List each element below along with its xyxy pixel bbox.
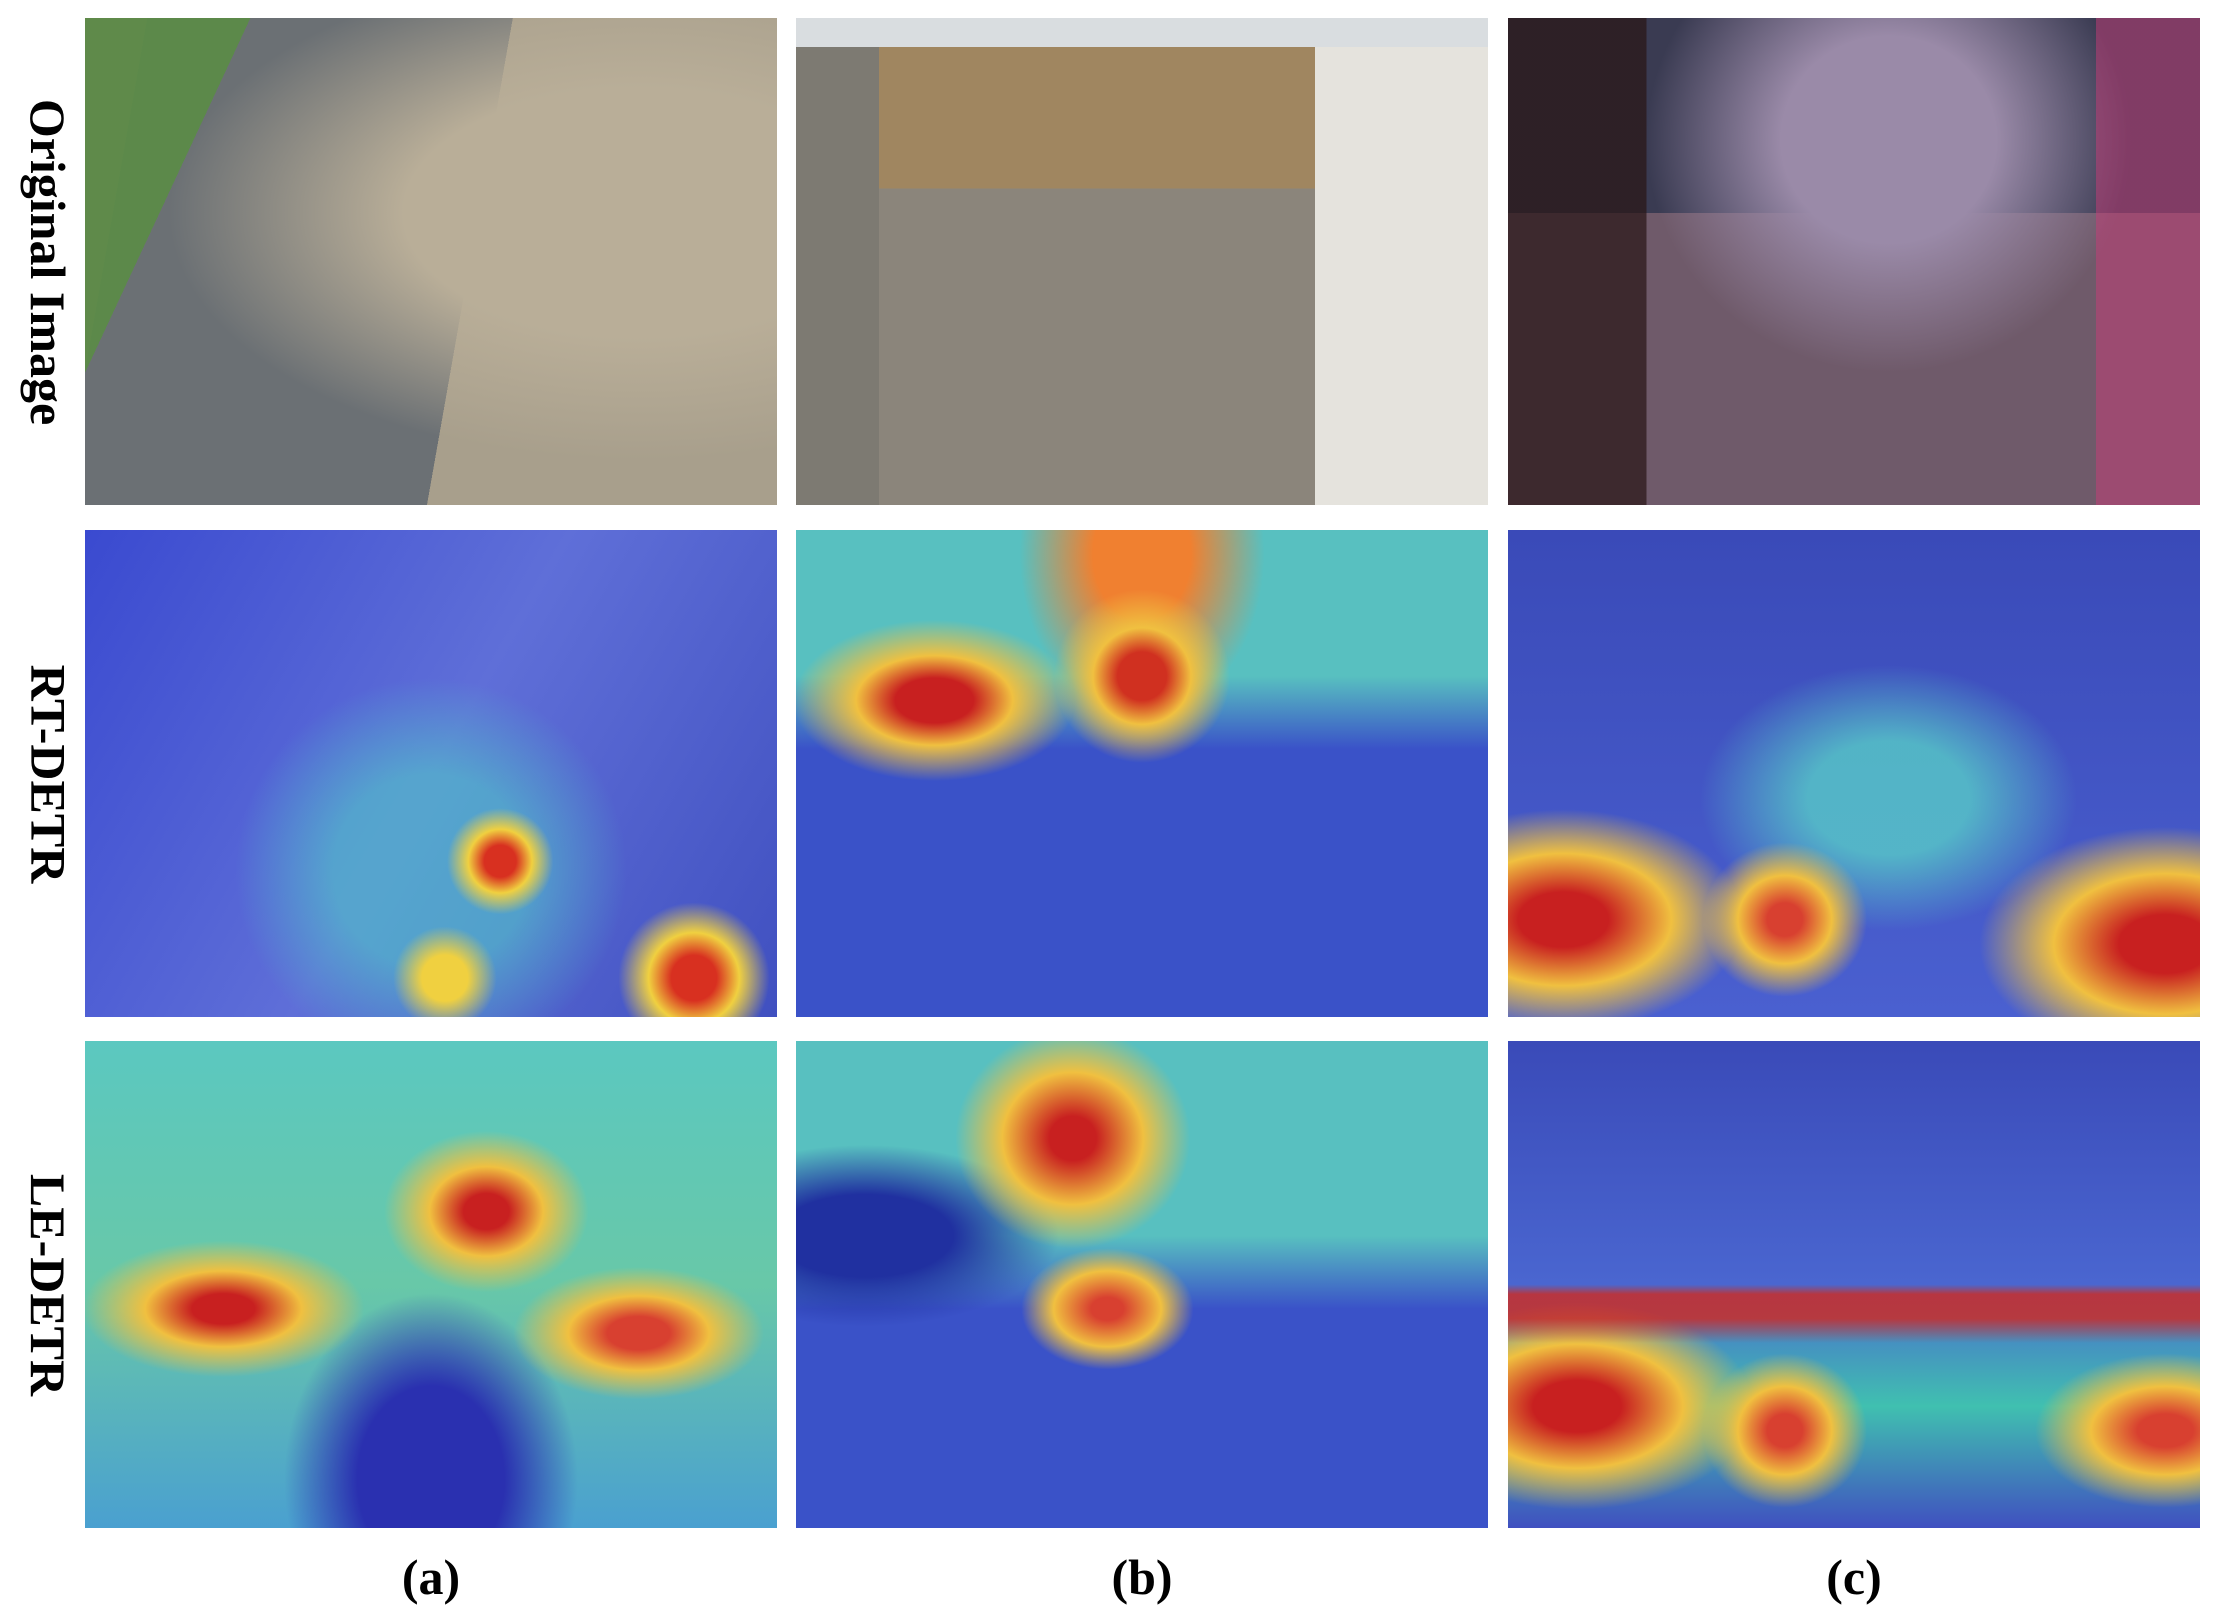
row-label-text: LE-DETR	[20, 1173, 77, 1396]
heatmap-image	[796, 1041, 1488, 1528]
heatmap-image	[85, 530, 777, 1017]
row-label: RT-DETR	[18, 530, 78, 1017]
row-label-text: Original Image	[20, 98, 76, 425]
column-label: (b)	[1111, 1549, 1173, 1605]
heatmap-image	[796, 530, 1488, 1017]
row-label: Original Image	[18, 18, 78, 505]
row-label-text: RT-DETR	[20, 664, 76, 883]
original-image	[1508, 18, 2200, 505]
heatmap-image	[1508, 530, 2200, 1017]
column-label: (c)	[1826, 1549, 1882, 1605]
column-label: (a)	[401, 1549, 461, 1605]
original-image	[85, 18, 777, 505]
heatmap-image	[85, 1041, 777, 1528]
original-image	[796, 18, 1488, 505]
heatmap-image	[1508, 1041, 2200, 1528]
row-label: LE-DETR	[18, 1041, 78, 1528]
